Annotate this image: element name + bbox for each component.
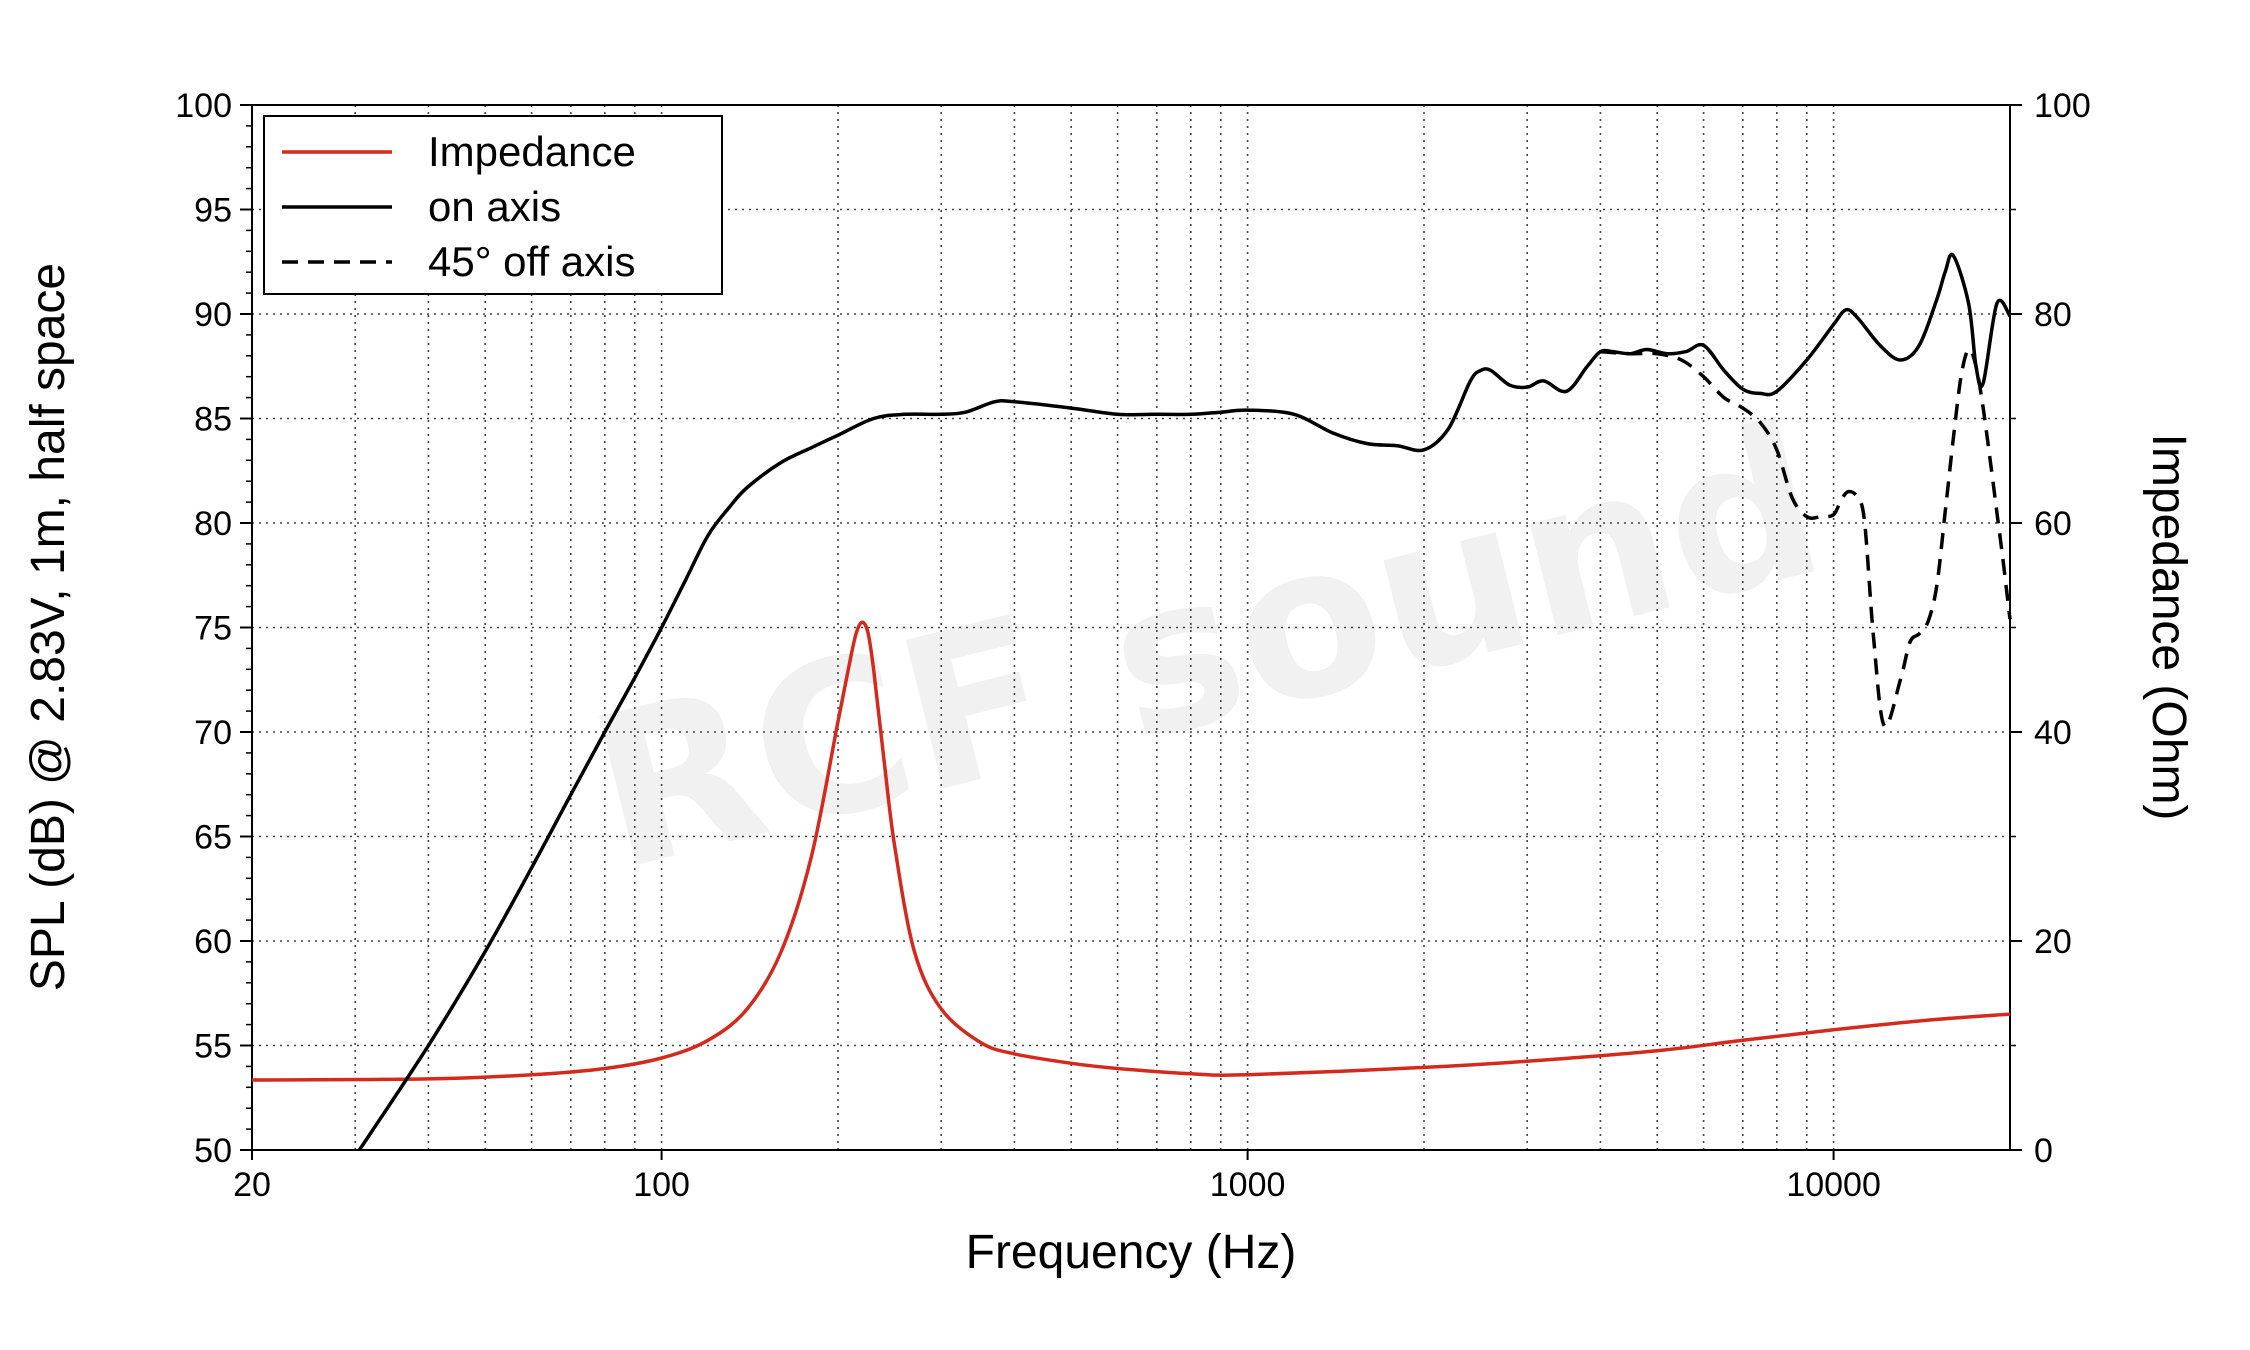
x-tick-label: 100 [633, 1166, 690, 1204]
y-right-axis-title: Impedance (Ohm) [2142, 434, 2195, 821]
y-left-tick-label: 90 [194, 296, 232, 334]
legend: Impedance on axis 45° off axis [263, 115, 723, 295]
series-line-impedance [251, 620, 2011, 1082]
x-axis-title: Frequency (Hz) [966, 1226, 1297, 1279]
legend-label-impedance: Impedance [428, 128, 636, 175]
y-right-tick-label: 100 [2034, 87, 2091, 125]
y-left-tick-label: 95 [194, 192, 232, 230]
x-tick-label: 1000 [1210, 1166, 1286, 1204]
y-left-tick-label: 50 [194, 1132, 232, 1170]
y-left-tick-label: 100 [175, 87, 232, 125]
y-right-tick-label: 60 [2034, 505, 2072, 543]
legend-label-off-axis: 45° off axis [428, 238, 635, 285]
x-tick-label: 10000 [1786, 1166, 1881, 1204]
series-lines [251, 252, 2012, 1151]
series-line-on-axis [357, 252, 2012, 1151]
y-right-tick-label: 20 [2034, 923, 2072, 961]
y-left-tick-label: 55 [194, 1028, 232, 1066]
y-right-tick-label: 80 [2034, 296, 2072, 334]
y-left-tick-label: 75 [194, 610, 232, 648]
y-right-tick-label: 40 [2034, 714, 2072, 752]
legend-box [263, 115, 723, 295]
y-left-tick-label: 70 [194, 714, 232, 752]
legend-label-on-axis: on axis [428, 183, 561, 230]
y-left-tick-label: 85 [194, 401, 232, 439]
y-right-tick-label: 0 [2034, 1132, 2053, 1170]
y-left-tick-label: 65 [194, 819, 232, 857]
y-left-tick-label: 80 [194, 505, 232, 543]
y-left-axis-title: SPL (dB) @ 2.83V, 1m, half space [22, 263, 75, 991]
y-left-tick-label: 60 [194, 923, 232, 961]
x-tick-label: 20 [233, 1166, 271, 1204]
